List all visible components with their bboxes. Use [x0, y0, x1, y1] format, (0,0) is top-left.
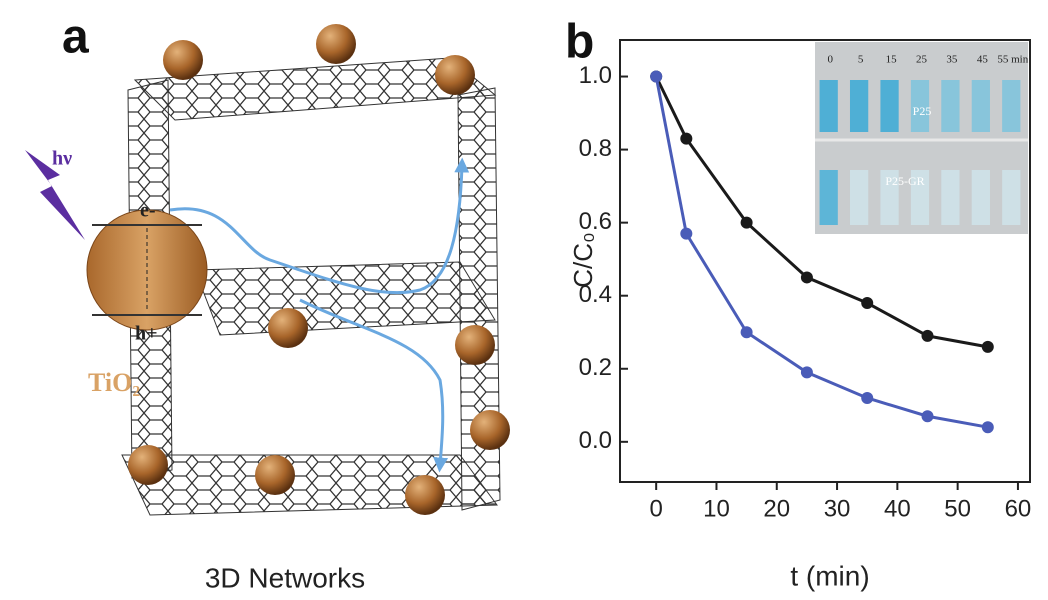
x-tick-label: 0 [649, 495, 662, 522]
inset-time: 5 [858, 54, 864, 66]
y-tick-label: 0.8 [579, 135, 612, 162]
cuvette [1002, 170, 1021, 225]
y-tick-label: 0.6 [579, 208, 612, 235]
cuvette [819, 170, 838, 225]
cuvette [819, 80, 838, 132]
graphene-sheet [121, 454, 498, 516]
data-point [800, 366, 813, 379]
data-point [861, 297, 874, 310]
tio2-particles [128, 24, 510, 515]
data-point [861, 391, 874, 404]
data-point [680, 227, 693, 240]
inset-time: 0 [827, 54, 833, 66]
data-point [921, 410, 934, 423]
cuvette [941, 170, 960, 225]
x-tick-label: 10 [703, 495, 730, 522]
hole-label: h+ [135, 323, 158, 345]
graphene-sheet [194, 261, 496, 336]
light-label: hν [52, 148, 72, 170]
cuvette [880, 170, 899, 225]
inset-time: 15 [886, 54, 898, 66]
panel-label: a [62, 11, 89, 64]
y-tick-label: 0.0 [579, 427, 612, 454]
x-tick-label: 30 [824, 495, 851, 522]
cuvette [849, 170, 869, 225]
graphene-sheet [133, 57, 497, 121]
cuvette [941, 80, 960, 132]
x-tick-label: 60 [1005, 495, 1032, 522]
cuvette [971, 80, 990, 132]
cuvette [910, 170, 930, 225]
plot-frame [619, 39, 1031, 483]
cuvette [910, 80, 930, 132]
inset-label: P25 [913, 104, 932, 118]
inset-time: 55 min [997, 54, 1028, 66]
panel-label: b [565, 16, 594, 69]
data-point [800, 271, 813, 284]
data-point [921, 329, 934, 342]
network-diagram: a hν e- h+ TiO₂ 3D Networks [25, 11, 510, 593]
data-point [740, 326, 753, 339]
cuvette [880, 80, 899, 132]
electron-path [169, 157, 470, 295]
data-point [680, 132, 693, 145]
inset-time: 45 [977, 54, 989, 66]
cuvette [849, 80, 869, 132]
electron-label: e- [140, 200, 156, 222]
inset-photo: 0 5 15 25 35 45 55 min P25 P25-GR [815, 42, 1029, 234]
data-point [740, 216, 753, 229]
y-tick-label: 0.2 [579, 354, 612, 381]
data-point [981, 340, 994, 353]
electron-path [299, 298, 449, 473]
x-tick-label: 50 [944, 495, 971, 522]
x-axis-label: t (min) [790, 560, 869, 591]
x-tick-label: 40 [884, 495, 911, 522]
caption: 3D Networks [205, 562, 365, 593]
cuvette [971, 170, 990, 225]
y-axis-label: C/C₀ [568, 232, 598, 288]
y-tick-label: 0.4 [579, 281, 612, 308]
light-bolt [25, 150, 85, 240]
y-tick-label: 1.0 [579, 62, 612, 89]
material-label: TiO₂ [88, 368, 140, 397]
inset-time: 35 [946, 54, 958, 66]
inset-label: P25-GR [885, 174, 924, 188]
data-point [650, 70, 663, 83]
x-tick-label: 20 [763, 495, 790, 522]
inset-time: 25 [916, 54, 928, 66]
cuvette [1002, 80, 1021, 132]
data-point [981, 421, 994, 434]
